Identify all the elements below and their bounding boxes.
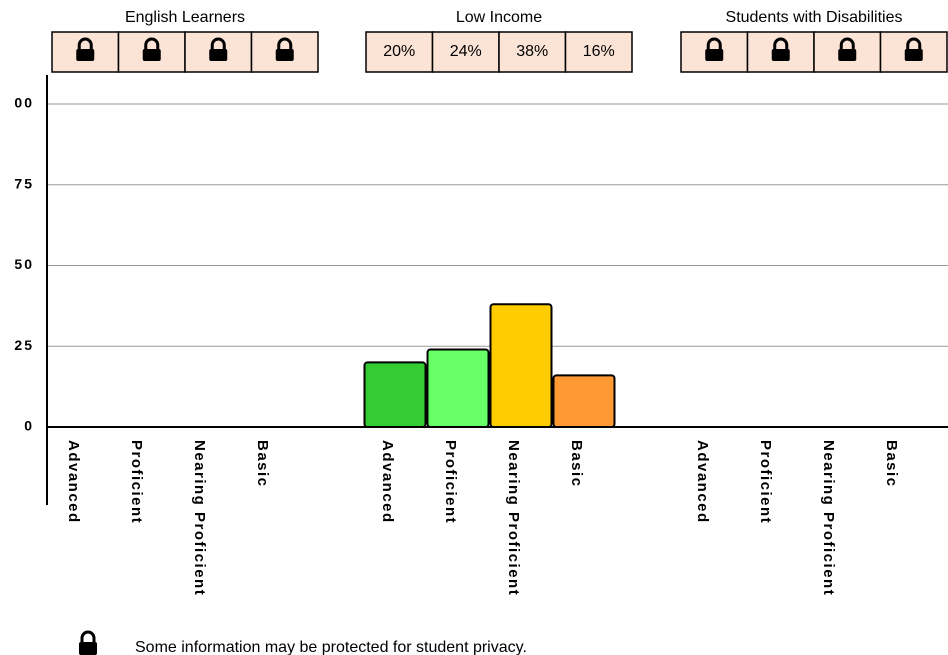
bar [426, 348, 490, 429]
x-tick-label: Basic [883, 440, 900, 488]
lock-body [838, 49, 857, 61]
group-title: English Learners [125, 9, 245, 26]
header-cell [498, 31, 567, 73]
lock-shackle [277, 37, 293, 49]
lock-shackle [144, 37, 160, 49]
y-tick-label: 00 [14, 95, 34, 111]
value-label: 38% [516, 43, 548, 60]
x-tick-label: Nearing Proficient [191, 440, 208, 596]
lock-icon [209, 37, 228, 61]
lock-body [771, 49, 790, 61]
lock-body [142, 49, 161, 61]
x-tick-label: Proficient [128, 440, 145, 524]
lock-icon [275, 37, 294, 61]
lock-icon [79, 630, 97, 655]
y-tick-label: 75 [14, 175, 34, 191]
lock-shackle [706, 37, 722, 49]
x-tick-label: Proficient [442, 440, 459, 524]
lock-shackle [906, 37, 922, 49]
lock-icon [838, 37, 857, 61]
lock-icon [142, 37, 161, 61]
lock-body [209, 49, 228, 61]
lock-body [275, 49, 294, 61]
lock-shackle [77, 37, 93, 49]
group-title: Students with Disabilities [726, 9, 903, 26]
y-tick-label: 25 [14, 337, 34, 353]
x-tick-label: Advanced [65, 440, 82, 524]
lock-icon [904, 37, 923, 61]
y-tick-label: 50 [14, 256, 34, 272]
lock-shackle [773, 37, 789, 49]
lock-body [904, 49, 923, 61]
lock-shackle [210, 37, 226, 49]
x-tick-label: Basic [254, 440, 271, 488]
footnote: Some information may be protected for st… [135, 639, 527, 655]
x-tick-label: Basic [568, 440, 585, 488]
header-cell [564, 31, 633, 73]
lock-body [76, 49, 95, 61]
x-tick-label: Proficient [757, 440, 774, 524]
value-label: 20% [383, 43, 415, 60]
lock-body [705, 49, 724, 61]
y-tick-label: 0 [24, 418, 34, 434]
x-tick-label: Advanced [694, 440, 711, 524]
x-tick-label: Nearing Proficient [820, 440, 837, 596]
category-labels: Advanced Proficient Nearing Proficient Basi… [65, 440, 900, 596]
bar [489, 303, 553, 429]
bar [552, 374, 616, 429]
lock-icon [76, 37, 95, 61]
group-title: Low Income [456, 9, 542, 26]
bar [363, 361, 427, 428]
value-label: 16% [583, 43, 615, 60]
lock-icon [771, 37, 790, 61]
header-cell [365, 31, 434, 73]
lock-icon [705, 37, 724, 61]
lock-shackle [839, 37, 855, 49]
x-tick-label: Nearing Proficient [505, 440, 522, 596]
value-label: 24% [450, 43, 482, 60]
x-tick-label: Advanced [379, 440, 396, 524]
